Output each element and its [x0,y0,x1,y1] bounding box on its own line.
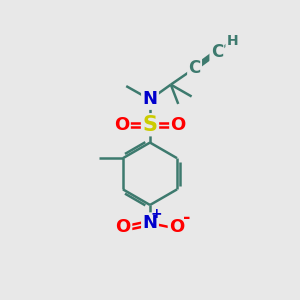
Text: +: + [151,208,162,221]
Text: O: O [114,116,129,134]
Text: O: O [116,218,131,236]
Text: S: S [142,115,158,135]
Text: C: C [188,59,201,77]
Text: N: N [142,214,158,232]
Text: H: H [226,34,238,48]
Text: C: C [211,43,223,61]
Text: N: N [142,91,158,109]
Text: O: O [169,218,184,236]
Text: O: O [171,116,186,134]
Text: -: - [183,209,191,227]
